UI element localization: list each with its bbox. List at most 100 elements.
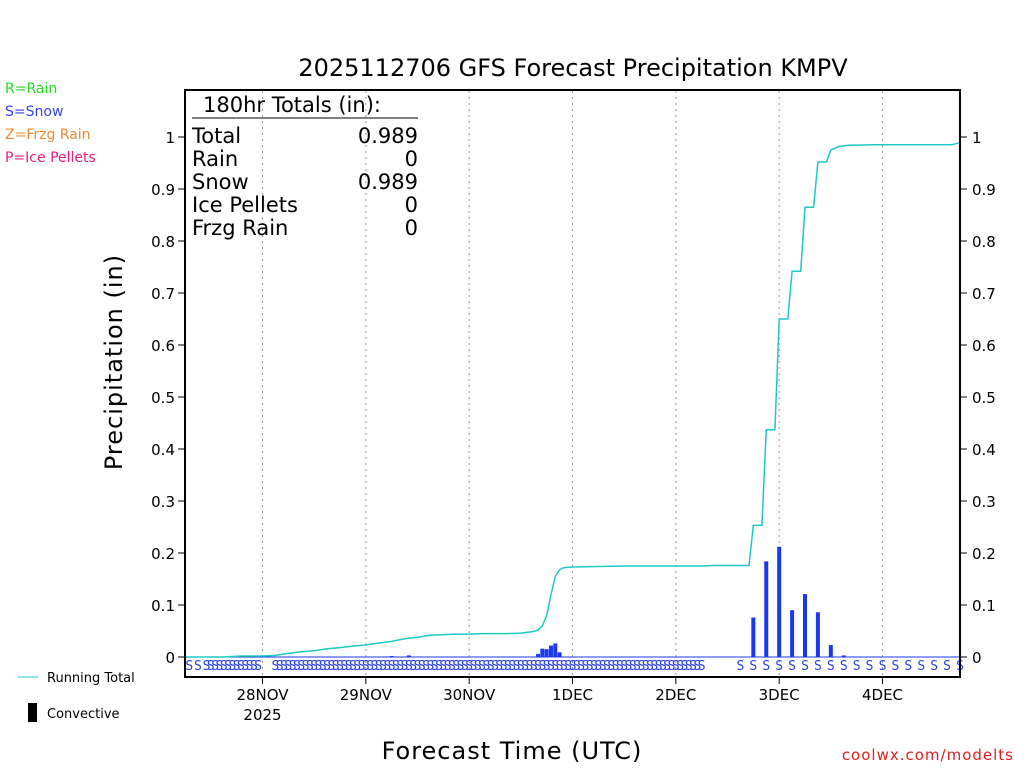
snow-marker: S (465, 659, 473, 674)
snow-marker: S (474, 659, 482, 674)
running-total-series (185, 141, 961, 658)
totals-label-snow: Snow (192, 170, 249, 194)
snow-marker: S (853, 659, 861, 674)
convective-legend-swatch (28, 703, 37, 722)
x-tick-sublabel: 2025 (243, 706, 281, 724)
snow-marker: S (224, 659, 232, 674)
y-tick-label-right: 0.1 (972, 597, 996, 615)
y-tick-label-right: 0.3 (972, 493, 996, 511)
snow-marker: S (551, 659, 559, 674)
precip-bar (536, 653, 541, 657)
snow-marker: S (689, 659, 697, 674)
y-tick-label-left: 1 (165, 129, 175, 147)
snow-marker: S (543, 659, 551, 674)
snow-marker: S (788, 659, 796, 674)
snow-marker: S (814, 659, 822, 674)
totals-header: 180hr Totals (in): (203, 93, 381, 117)
snow-marker: S (310, 659, 318, 674)
running-total-legend-label: Running Total (47, 671, 135, 686)
snow-marker: S (892, 659, 900, 674)
snow-marker: S (444, 659, 452, 674)
snow-marker: S (241, 659, 249, 674)
y-tick-label-right: 0.7 (972, 285, 996, 303)
y-tick-label-right: 0.8 (972, 233, 996, 251)
precip-bar (553, 643, 558, 657)
snow-marker: S (366, 659, 374, 674)
snow-marker: S (452, 659, 460, 674)
snow-marker: S (538, 659, 546, 674)
snow-marker: S (663, 659, 671, 674)
snow-marker: S (582, 659, 590, 674)
precip-bar (815, 612, 820, 657)
y-tick-label-left: 0.1 (151, 597, 175, 615)
snow-marker: S (500, 659, 508, 674)
snow-marker: S (461, 659, 469, 674)
snow-marker: S (297, 659, 305, 674)
x-tick-label: 2DEC (655, 686, 696, 704)
snow-marker: S (517, 659, 525, 674)
snow-marker: S (650, 659, 658, 674)
totals-value-total: 0.989 (358, 124, 418, 148)
snow-marker: S (917, 659, 925, 674)
snow-marker: S (599, 659, 607, 674)
y-tick-label-right: 0.6 (972, 337, 996, 355)
x-axis-label: Forecast Time (UTC) (382, 737, 643, 765)
snow-marker: S (668, 659, 676, 674)
snow-marker: S (383, 659, 391, 674)
snow-marker: S (612, 659, 620, 674)
precip-bar (751, 617, 756, 657)
vertical-gridlines (262, 91, 883, 676)
x-tick-label: 3DEC (759, 686, 800, 704)
running-total-line (185, 141, 961, 658)
totals-label-total: Total (191, 124, 241, 148)
snow-marker: S (685, 659, 693, 674)
snow-marker: S (211, 659, 219, 674)
precip-bar (389, 655, 394, 657)
totals-value-snow: 0.989 (358, 170, 418, 194)
snow-marker: S (280, 659, 288, 674)
y-axis-label: Precipitation (in) (100, 254, 128, 470)
snow-marker: S (401, 659, 409, 674)
precip-bar (764, 561, 769, 657)
x-tick-label: 30NOV (443, 686, 496, 704)
snow-marker: S (491, 659, 499, 674)
snow-marker: S (637, 659, 645, 674)
chart-title: 2025112706 GFS Forecast Precipitation KM… (298, 54, 848, 82)
snow-marker: S (508, 659, 516, 674)
y-tick-label-right: 0.5 (972, 389, 996, 407)
snow-marker: S (272, 659, 280, 674)
snow-marker: S (375, 659, 383, 674)
snow-marker: S (418, 659, 426, 674)
snow-marker: S (495, 659, 503, 674)
totals-value-ice-pellets: 0 (405, 193, 418, 217)
convective-legend-label: Convective (47, 707, 120, 722)
snow-marker: S (246, 659, 254, 674)
snow-marker: S (487, 659, 495, 674)
legend-freezing-rain: Z=Frzg Rain (5, 127, 91, 143)
snow-marker: S (276, 659, 284, 674)
snow-marker: S (349, 659, 357, 674)
legend-snow: S=Snow (5, 104, 64, 120)
snow-marker: S (560, 659, 568, 674)
snow-marker: S (194, 659, 202, 674)
snow-marker: S (737, 659, 745, 674)
snow-marker: S (388, 659, 396, 674)
totals-value-freezing-rain: 0 (405, 216, 418, 240)
snow-marker: S (655, 659, 663, 674)
snow-marker: S (336, 659, 344, 674)
snow-marker: S (603, 659, 611, 674)
credit-text: coolwx.com/modelts (842, 746, 1014, 764)
x-axis: 28NOV 2025 29NOV 30NOV 1DEC 2DEC 3DEC 4DEC (236, 677, 903, 724)
snow-marker: S (392, 659, 400, 674)
precip-bar (548, 645, 553, 657)
snow-marker: S (220, 659, 228, 674)
snow-marker: S (564, 659, 572, 674)
snow-marker: S (340, 659, 348, 674)
x-tick-label: 28NOV (236, 686, 289, 704)
bottom-legend: Running Total Convective (18, 671, 135, 722)
snow-marker: S (345, 659, 353, 674)
snow-marker: S (879, 659, 887, 674)
precip-bar (540, 648, 545, 657)
snow-marker: S (306, 659, 314, 674)
